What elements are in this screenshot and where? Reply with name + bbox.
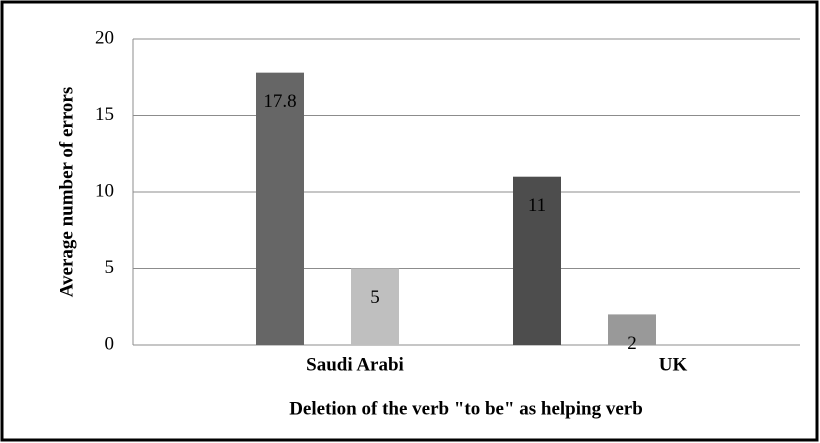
y-tick-label: 20 [95, 27, 114, 48]
x-tick-label: Saudi Arabi [306, 354, 404, 375]
bar [256, 72, 304, 345]
y-tick-label: 15 [95, 104, 114, 125]
data-label: 17.8 [263, 91, 296, 112]
y-tick-label: 5 [105, 257, 115, 278]
bar [608, 314, 656, 345]
data-label: 2 [627, 333, 637, 354]
y-tick-label: 10 [95, 180, 114, 201]
x-axis-label: Deletion of the verb "to be" as helping … [289, 398, 643, 419]
x-tick-label: UK [659, 354, 688, 375]
bar [351, 268, 399, 345]
y-tick-label: 0 [105, 333, 115, 354]
data-label: 5 [370, 287, 380, 308]
bar [513, 176, 561, 345]
y-axis-label: Average number of errors [56, 87, 77, 298]
data-label: 11 [528, 195, 546, 216]
